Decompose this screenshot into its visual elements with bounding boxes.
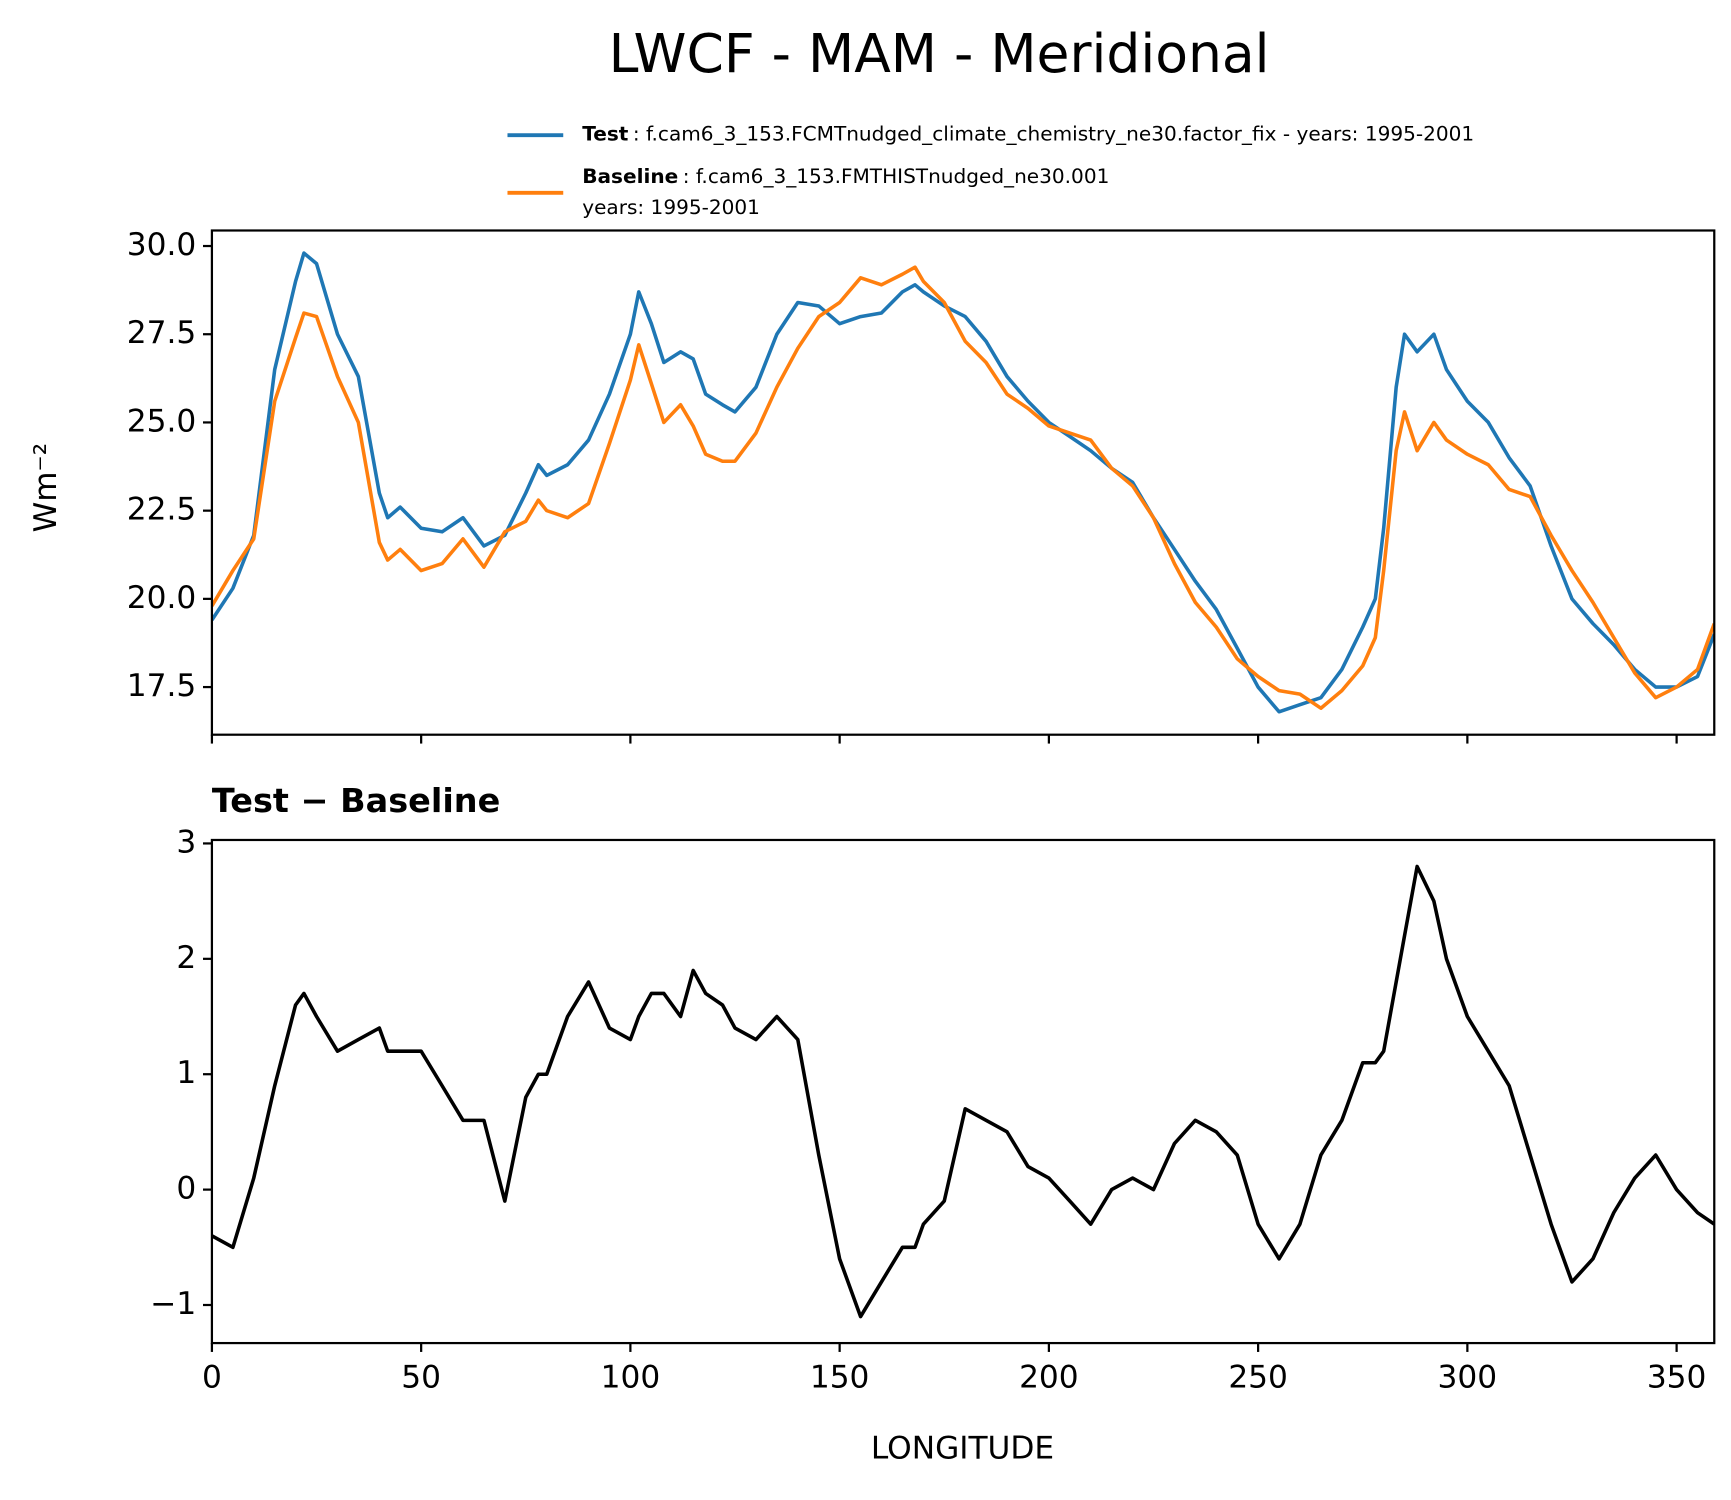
- plot-area: [211, 864, 1715, 1319]
- x-tick-label: 250: [1228, 1360, 1288, 1396]
- legend-label: years: 1995-2001: [582, 195, 760, 219]
- y-axis-label: Wm⁻²: [28, 443, 64, 533]
- series-line: [211, 265, 1715, 710]
- axes-frame: [210, 229, 1716, 736]
- y-tick-label: 30.0: [127, 227, 197, 263]
- y-tick-label: 1: [176, 1055, 196, 1091]
- y-tick-label: −1: [150, 1286, 196, 1322]
- x-tick-label: 150: [810, 1360, 870, 1396]
- plot-area: [211, 251, 1715, 714]
- subplot-title: Test − Baseline: [212, 781, 500, 820]
- y-tick-label: 22.5: [127, 492, 197, 528]
- series-line: [211, 864, 1715, 1319]
- legend-name: Test: [582, 122, 629, 146]
- legend-label: : f.cam6_3_153.FCMTnudged_climate_chemis…: [633, 122, 1474, 146]
- y-tick-label: 17.5: [127, 668, 197, 704]
- figure-title: LWCF - MAM - Meridional: [609, 22, 1270, 85]
- legend-label: : f.cam6_3_153.FMTHISTnudged_ne30.001: [683, 164, 1110, 188]
- y-tick-label: 20.0: [127, 580, 197, 616]
- x-tick-label: 100: [601, 1360, 661, 1396]
- y-tick-label: 2: [176, 940, 196, 976]
- x-axis-label: LONGITUDE: [871, 1431, 1054, 1467]
- x-tick-label: 300: [1438, 1360, 1498, 1396]
- series-line: [211, 251, 1715, 714]
- x-tick-label: 350: [1647, 1360, 1707, 1396]
- x-tick-label: 50: [401, 1360, 441, 1396]
- y-tick-label: 3: [176, 824, 196, 860]
- axes-frame: [210, 838, 1716, 1345]
- legend-name: Baseline: [582, 164, 678, 188]
- y-tick-label: 25.0: [127, 404, 197, 440]
- x-tick-label: 200: [1019, 1360, 1079, 1396]
- x-tick-label: 0: [202, 1360, 222, 1396]
- y-tick-label: 0: [176, 1171, 196, 1207]
- y-tick-label: 27.5: [127, 315, 197, 351]
